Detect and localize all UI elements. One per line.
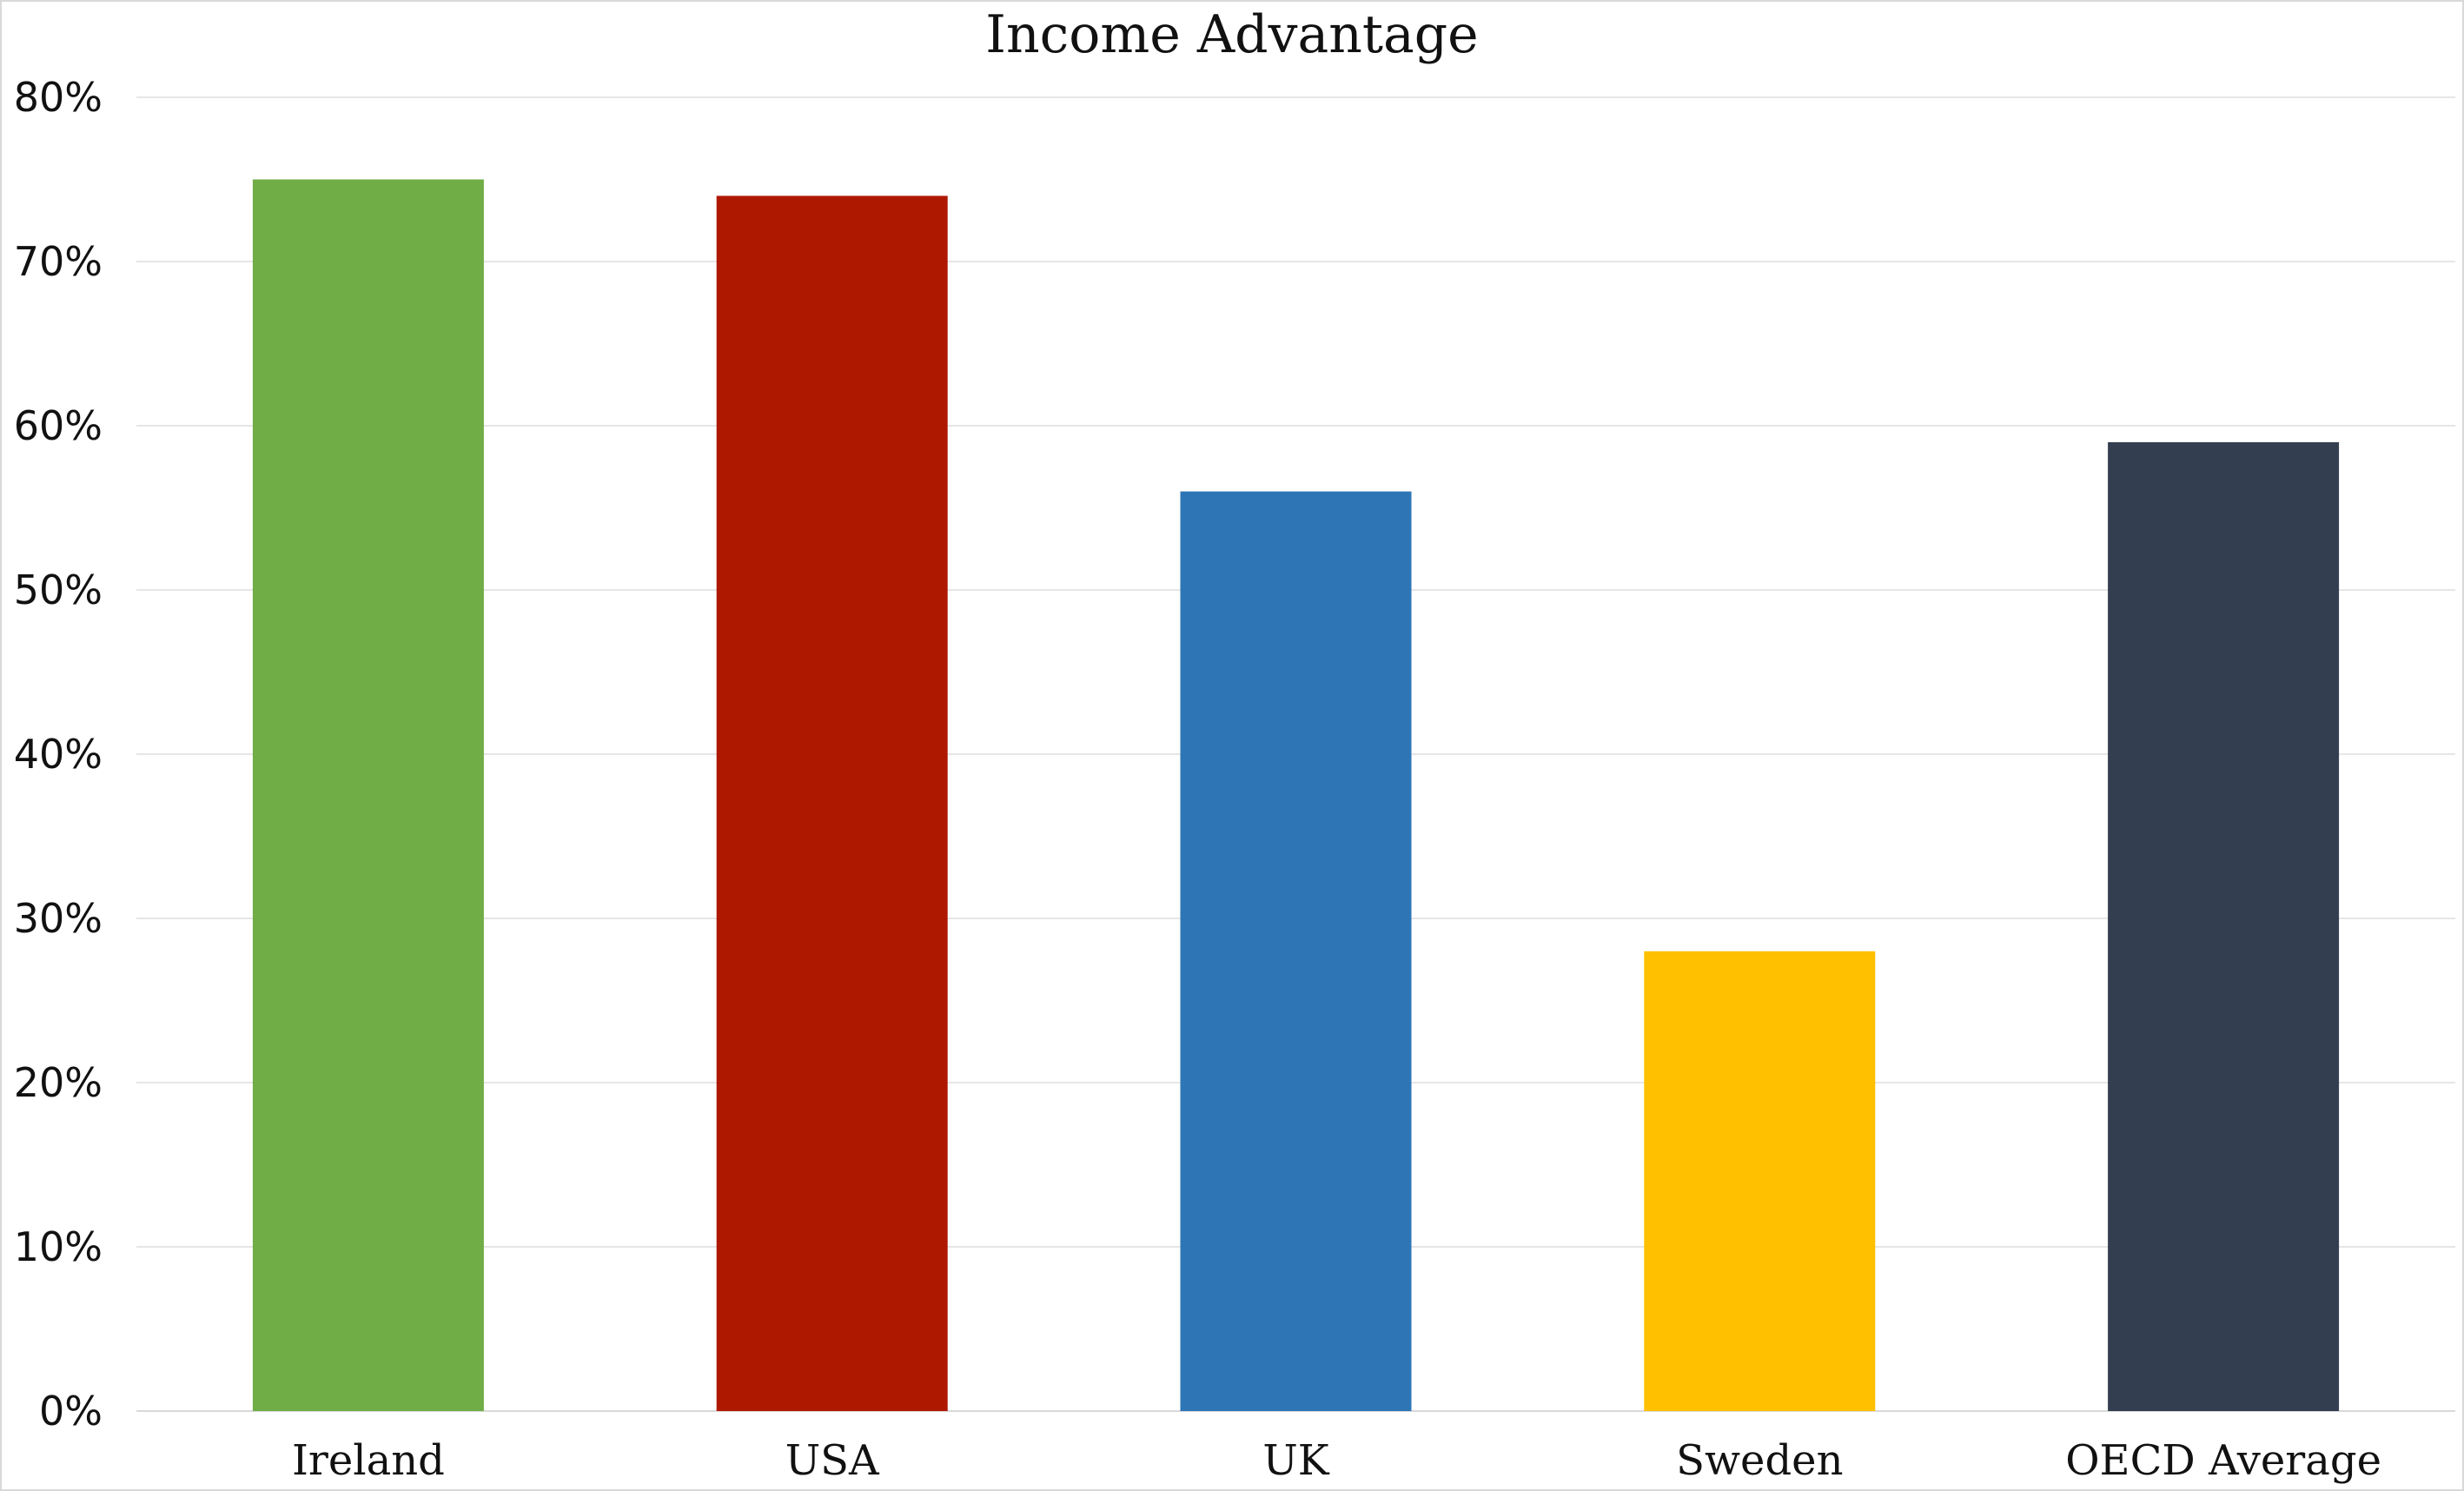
x-tick-label: UK (1262, 1436, 1329, 1485)
y-tick-label: 0% (39, 1388, 103, 1435)
bar-oecd-average (2108, 441, 2340, 1411)
y-axis-ticks: 0% 10% 20% 30% 40% 50% 60% 70% 80% (14, 74, 103, 1435)
chart-title: Income Advantage (985, 4, 1478, 65)
x-tick-label: USA (785, 1436, 880, 1485)
bars (252, 179, 2340, 1411)
y-tick-label: 50% (14, 567, 103, 613)
bar-usa (716, 195, 948, 1411)
bar-sweden (1644, 951, 1876, 1411)
bar-ireland (252, 179, 484, 1411)
y-tick-label: 80% (14, 74, 103, 121)
y-tick-label: 10% (14, 1223, 103, 1270)
y-tick-label: 60% (14, 402, 103, 449)
y-tick-label: 30% (14, 895, 103, 942)
y-tick-label: 40% (14, 731, 103, 778)
x-tick-label: Ireland (292, 1436, 445, 1485)
x-tick-label: OECD Average (2065, 1436, 2381, 1485)
bar-uk (1180, 491, 1412, 1411)
y-tick-label: 70% (14, 238, 103, 285)
y-tick-label: 20% (14, 1059, 103, 1106)
x-tick-label: Sweden (1676, 1436, 1843, 1485)
x-axis-ticks: Ireland USA UK Sweden OECD Average (292, 1436, 2381, 1485)
